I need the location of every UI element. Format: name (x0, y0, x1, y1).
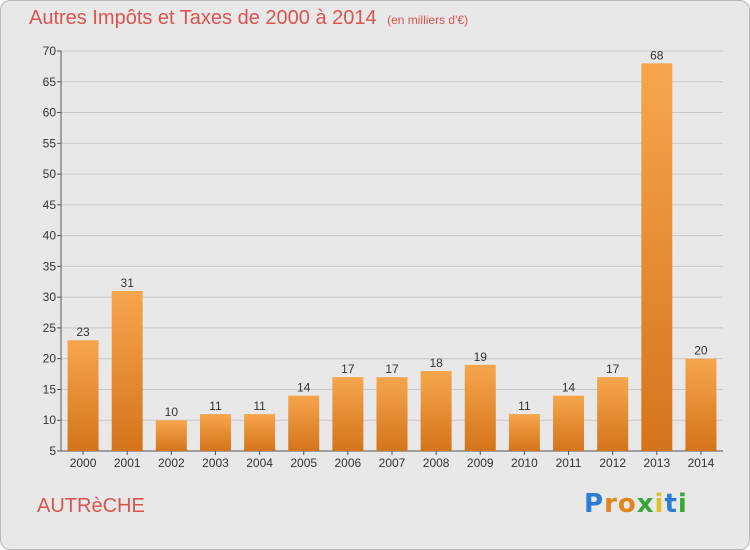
x-tick-label: 2012 (599, 456, 626, 470)
bar (685, 358, 717, 451)
x-tick-label: 2007 (379, 456, 406, 470)
logo-letter: x (636, 489, 655, 519)
y-tick-label: 20 (43, 352, 57, 366)
data-labels: 23 31 10 11 11 14 17 17 18 19 11 14 17 68 20 (76, 48, 708, 419)
y-tick-label: 70 (43, 44, 57, 58)
bar-value-label: 17 (606, 362, 620, 376)
x-tick-label: 2001 (114, 456, 141, 470)
logo-letter: r (604, 489, 618, 519)
chart-unit-label: (en milliers d'€) (387, 13, 469, 27)
chart-title-block: Autres Impôts et Taxes de 2000 à 2014 (e… (29, 7, 468, 30)
x-tick-label: 2006 (335, 456, 362, 470)
bar (111, 291, 143, 451)
bar-value-label: 18 (429, 356, 443, 370)
x-tick-label: 2003 (202, 456, 229, 470)
bar-value-label: 10 (165, 405, 179, 419)
x-tick-label: 2004 (246, 456, 273, 470)
logo-letter: t (664, 489, 678, 519)
x-tick-label: 2013 (643, 456, 670, 470)
bar-value-label: 17 (341, 362, 355, 376)
commune-name: AUTRèCHE (37, 495, 145, 517)
bar (464, 364, 496, 451)
bar-value-label: 17 (385, 362, 399, 376)
bar-value-label: 23 (76, 325, 90, 339)
y-tick-label: 10 (43, 413, 57, 427)
bar (288, 395, 320, 451)
logo-letter: i (677, 489, 688, 519)
x-tick-label: 2014 (688, 456, 715, 470)
bar-value-label: 11 (209, 399, 222, 413)
logo-letter: o (617, 489, 637, 519)
y-tick-label: 65 (43, 75, 57, 89)
y-tick-label: 15 (43, 382, 57, 396)
y-tick-label: 50 (43, 167, 57, 181)
x-tick-label: 2011 (556, 456, 582, 470)
y-tick-label: 40 (43, 229, 57, 243)
y-tick-label: 25 (43, 321, 57, 335)
x-tick-label: 2008 (423, 456, 450, 470)
bars (67, 63, 717, 452)
bar (508, 414, 540, 451)
y-tick-label: 30 (43, 290, 57, 304)
x-tick-label: 2002 (158, 456, 185, 470)
bar (420, 371, 452, 451)
x-tick-label: 2009 (467, 456, 494, 470)
bar (155, 420, 187, 451)
axes: 5 10 15 20 25 30 35 40 45 50 55 60 65 70 2000 2001 2002 2… (43, 44, 723, 470)
y-tick-label: 60 (43, 106, 57, 120)
bar (332, 377, 364, 451)
bar (199, 414, 231, 451)
bar (641, 63, 673, 452)
bar-value-label: 14 (562, 381, 576, 395)
x-tick-label: 2010 (511, 456, 538, 470)
bar-value-label: 68 (650, 48, 664, 62)
chart-title: Autres Impôts et Taxes de 2000 à 2014 (29, 7, 377, 29)
y-tick-label: 55 (43, 136, 57, 150)
bar (597, 377, 629, 451)
bar-value-label: 14 (297, 381, 311, 395)
bar-value-label: 11 (518, 399, 531, 413)
bar (244, 414, 276, 451)
proxiti-logo: Proxiti (584, 489, 688, 519)
logo-letter: P (584, 489, 605, 519)
bar (553, 395, 585, 451)
y-tick-label: 35 (43, 259, 57, 273)
x-tick-label: 2005 (290, 456, 317, 470)
bar (67, 340, 99, 451)
y-tick-label: 45 (43, 198, 57, 212)
bar-value-label: 11 (253, 399, 266, 413)
x-tick-label: 2000 (70, 456, 97, 470)
bar-value-label: 19 (474, 350, 488, 364)
bar-value-label: 20 (694, 344, 708, 358)
y-tick-label: 5 (49, 444, 56, 458)
bar-value-label: 31 (121, 276, 135, 290)
logo-letter: i (654, 489, 665, 519)
bar (376, 377, 408, 451)
